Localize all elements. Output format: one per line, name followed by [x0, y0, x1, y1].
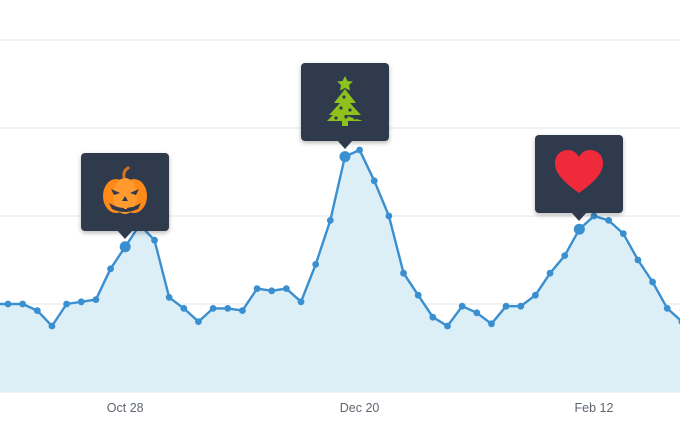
x-tick-label: Feb 12	[575, 401, 614, 415]
data-point	[634, 256, 642, 264]
data-point	[282, 285, 290, 292]
data-point	[63, 300, 70, 308]
callout-christmas-tree	[300, 62, 389, 149]
data-point	[356, 146, 363, 154]
data-point	[502, 302, 510, 310]
data-point	[370, 177, 378, 185]
data-point	[326, 217, 334, 224]
data-point	[165, 294, 173, 301]
data-point	[77, 298, 85, 306]
data-point	[532, 291, 539, 299]
data-point	[339, 151, 351, 163]
data-point	[48, 322, 56, 330]
heart-icon	[555, 150, 604, 194]
data-point	[649, 278, 656, 286]
x-axis-ticks: Oct 28 Dec 20 Feb 12	[107, 401, 614, 415]
area-fill	[0, 150, 680, 392]
callout-box	[535, 135, 624, 214]
data-point	[444, 322, 451, 330]
data-point	[590, 212, 598, 220]
callout-box	[300, 62, 389, 141]
data-point	[400, 269, 407, 277]
data-point	[107, 265, 114, 273]
data-point	[209, 305, 217, 312]
callout-heart	[535, 135, 624, 222]
callout-box	[81, 152, 170, 231]
data-point	[239, 307, 246, 314]
data-point	[488, 320, 495, 328]
data-point	[33, 307, 41, 314]
pumpkin-icon	[103, 166, 148, 214]
data-point	[19, 300, 27, 308]
data-point	[458, 302, 466, 310]
data-point	[429, 313, 437, 321]
data-point	[4, 300, 12, 308]
data-point	[517, 302, 525, 310]
data-point	[561, 252, 569, 259]
data-point	[573, 223, 585, 235]
christmas-tree-icon	[326, 75, 363, 126]
x-tick-label: Dec 20	[340, 401, 380, 415]
data-point	[385, 212, 393, 220]
data-point	[663, 305, 671, 312]
data-point	[312, 261, 320, 268]
data-point	[619, 230, 627, 238]
data-point	[268, 287, 276, 295]
x-tick-label: Oct 28	[107, 401, 144, 415]
data-point	[546, 269, 554, 277]
callout-pumpkin	[81, 152, 170, 239]
data-point	[414, 291, 422, 299]
data-point	[253, 285, 261, 292]
callout-pointer	[336, 139, 353, 149]
data-point	[151, 236, 158, 244]
data-point	[180, 305, 188, 312]
data-point	[119, 241, 131, 253]
callout-pointer	[117, 229, 134, 239]
data-point	[473, 309, 481, 317]
data-point	[224, 305, 232, 312]
data-point	[297, 298, 305, 306]
data-point	[605, 217, 613, 224]
data-point	[92, 296, 100, 303]
data-point	[195, 318, 202, 325]
callout-pointer	[571, 212, 588, 222]
